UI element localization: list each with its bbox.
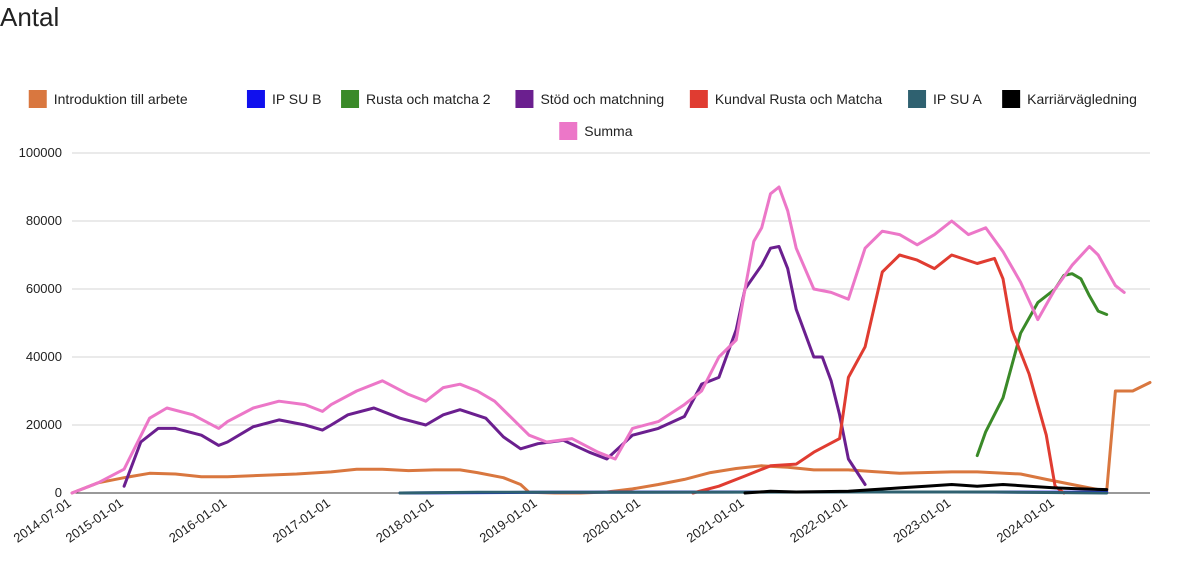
- x-tick-label: 2022-01-01: [787, 495, 850, 545]
- y-tick-label: 100000: [19, 145, 62, 160]
- y-tick-label: 20000: [26, 417, 62, 432]
- legend-swatch: [908, 90, 927, 108]
- legend-label: IP SU A: [933, 91, 982, 107]
- x-tick-label: 2016-01-01: [166, 495, 229, 545]
- x-tick-label: 2024-01-01: [994, 495, 1057, 545]
- x-tick-label: 2020-01-01: [580, 495, 643, 545]
- series-line: [975, 272, 1109, 458]
- series-line: [743, 483, 1109, 495]
- legend-swatch: [689, 90, 708, 108]
- x-tick-label: 2017-01-01: [270, 495, 333, 545]
- legend-label: Introduktion till arbete: [54, 91, 188, 107]
- legend-label: Stöd och matchning: [540, 91, 664, 107]
- legend-label: Karriärvägledning: [1027, 91, 1137, 107]
- y-tick-label: 0: [55, 485, 62, 500]
- x-tick-label: 2015-01-01: [63, 495, 126, 545]
- y-tick-label: 80000: [26, 213, 62, 228]
- legend-label: Rusta och matcha 2: [366, 91, 491, 107]
- gridlines: [72, 152, 1150, 494]
- legend-swatch: [341, 90, 360, 108]
- series-line: [122, 245, 867, 488]
- x-tick-label: 2018-01-01: [373, 495, 436, 545]
- x-tick-label: 2023-01-01: [890, 495, 953, 545]
- y-tick-label: 60000: [26, 281, 62, 296]
- x-tick-label: 2014-07-01: [11, 495, 74, 545]
- legend-swatch: [28, 90, 47, 108]
- legend: Introduktion till arbete IP SU B Rusta och…: [28, 90, 1137, 140]
- legend-label: Summa: [584, 123, 632, 139]
- legend-swatch: [559, 122, 578, 140]
- x-tick-label: 2021-01-01: [684, 495, 747, 545]
- y-axis-label: Antal: [0, 2, 60, 32]
- x-tick-label: 2019-01-01: [477, 495, 540, 545]
- series-lines: [70, 185, 1152, 495]
- series-line: [691, 253, 1066, 495]
- legend-swatch: [515, 90, 534, 108]
- legend-label: Kundval Rusta och Matcha: [715, 91, 883, 107]
- legend-swatch: [1002, 90, 1021, 108]
- legend-label: IP SU B: [272, 91, 322, 107]
- axis-ticks: 0200004000060000800001000002014-07-01201…: [11, 145, 1057, 546]
- y-tick-label: 40000: [26, 349, 62, 364]
- series-line: [70, 185, 1126, 495]
- legend-swatch: [246, 90, 265, 108]
